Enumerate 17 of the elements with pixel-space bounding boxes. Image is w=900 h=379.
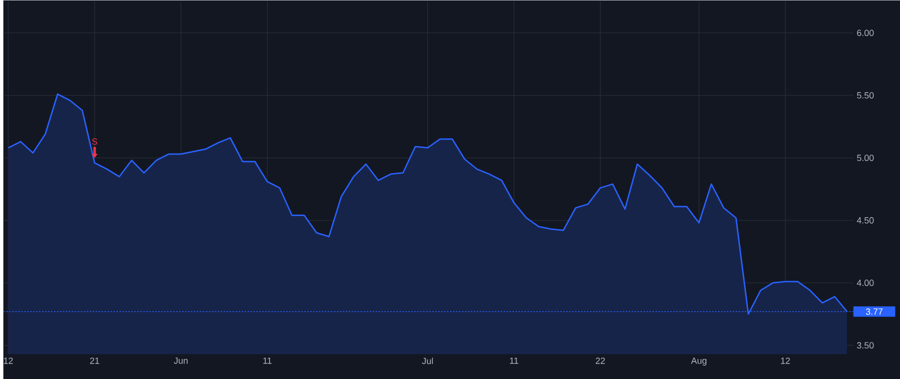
x-tick-label: Jul (422, 358, 433, 364)
y-tick-label: 3.50 (857, 342, 874, 348)
x-tick-label: 22 (596, 358, 605, 364)
x-tick-label: 12 (4, 358, 13, 364)
y-tick-label: 5.50 (857, 92, 874, 99)
y-tick-label: 6.00 (857, 30, 874, 36)
x-tick-label: Jun (174, 358, 188, 364)
x-tick-label: 11 (263, 358, 272, 364)
x-tick-label: 12 (781, 358, 790, 364)
annotation: S (92, 138, 98, 145)
ref-line-label: 3.77 (866, 308, 883, 315)
y-tick-label: 4.50 (856, 217, 874, 224)
x-tick-label: Aug (691, 358, 706, 366)
y-tick-label: 5.00 (857, 154, 874, 162)
x-tick-label: 21 (90, 358, 100, 364)
x-tick-label: 11 (510, 358, 518, 364)
y-tick-label: 4.00 (856, 280, 874, 286)
